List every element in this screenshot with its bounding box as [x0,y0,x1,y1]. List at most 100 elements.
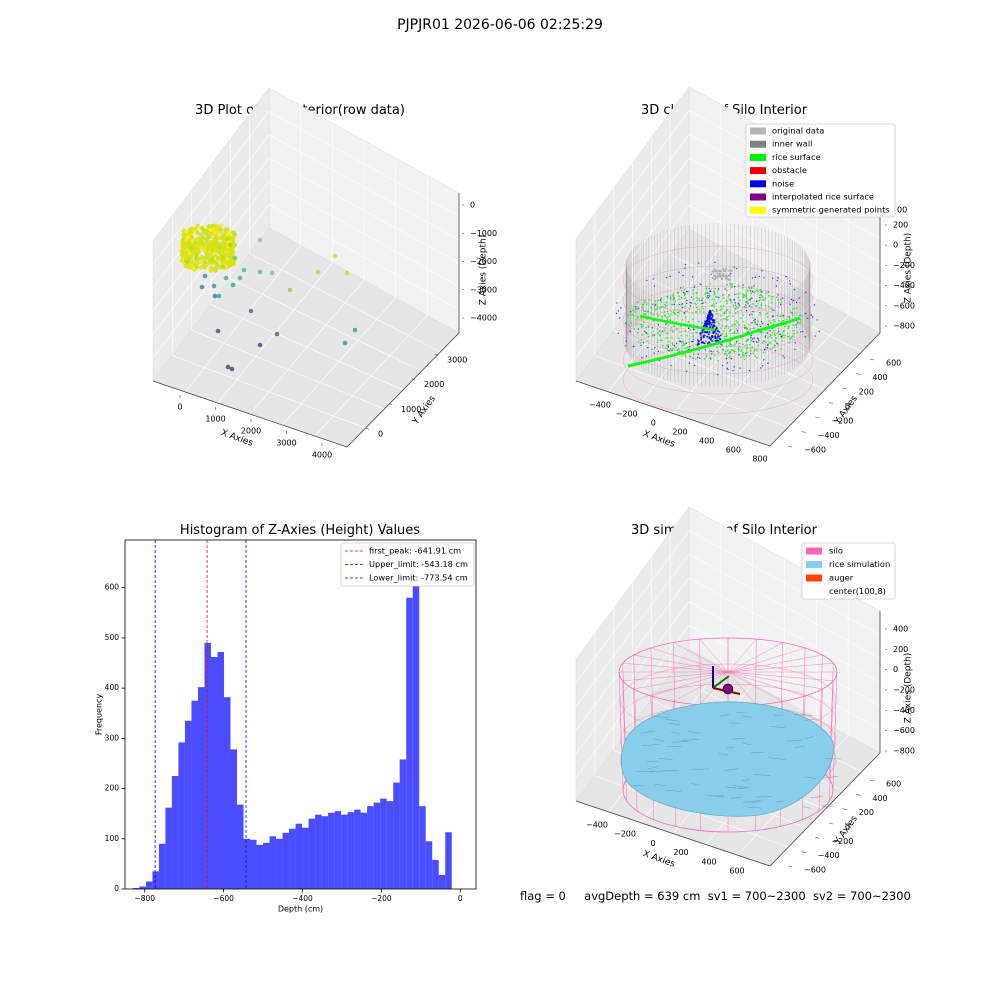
classify-rice-point [689,355,692,358]
classify-noise-point [726,367,728,370]
classify-noise-point [734,293,736,296]
classify-rice-point [735,328,737,331]
scatter-point [184,237,189,242]
classify-rice-point [744,344,746,347]
classify-noise-cone-point [711,339,714,342]
classify-rice-point [713,303,715,305]
classify-silo-ring [622,245,814,315]
classify-rice-point [654,300,657,302]
classify-legend-label: rice surface [772,152,821,162]
histogram-bar [373,802,381,889]
classify-rice-point [705,353,708,356]
classify-noise-cone-point [714,328,717,331]
simulation-silo-roof-spoke [727,647,806,673]
simulation-rice-texture [823,776,839,779]
classify-original-point [713,274,717,277]
histogram-bar [178,742,185,889]
classify-rice-band [639,314,716,332]
histogram-bar [132,887,140,889]
classify-legend-label: inner wall [772,139,812,149]
scatter-z-label: Z Axies (Depth) [479,235,489,306]
scatter-point [184,229,189,234]
classify-noise-point [794,342,797,344]
classify-noise-point [773,309,775,311]
classify-rice-point [740,309,743,312]
classify-rice-point [726,335,728,337]
histogram-bar [354,809,361,889]
classify-noise-point [730,299,732,301]
simulation-rice-texture [770,726,786,728]
classify-rice-point [735,293,738,295]
classify-noise-point [645,355,648,357]
scatter-point [208,231,213,236]
classify-noise-point [754,318,756,321]
classify-rice-point [684,305,686,308]
classify-noise-point [629,330,632,333]
classify-noise-cone-point [701,329,704,332]
classify-rice-point [717,359,719,362]
classify-rice-point [681,350,684,352]
classify-rice-point [715,310,718,312]
classify-noise-point [686,290,688,293]
classify-rice-point [727,296,730,298]
classify-noise-point [729,343,731,345]
classify-rice-point [754,321,757,324]
classify-noise-point [744,304,747,306]
classify-rice-point [655,308,658,311]
classify-rice-point [736,331,738,333]
classify-noise-point [685,370,688,372]
histogram-bar [308,818,316,889]
classify-noise-point [753,319,755,322]
classify-rice-point [747,299,749,301]
classify-rice-point [692,298,695,301]
simulation-x-tick-label: 600 [729,867,744,876]
scatter-point [202,260,208,265]
histogram-bar [289,828,296,889]
classify-rice-point [671,337,673,339]
classify-rice-point [669,319,671,321]
classify-noise-cone-point [711,316,714,319]
scatter-point [315,269,321,275]
simulation-y-tick [815,837,820,839]
simulation-y-tick [869,779,875,782]
simulation-silo-roof-spoke [727,671,806,697]
simulation-rice-texture [794,714,813,716]
classify-noise-point [789,280,791,282]
classify-rice-point [709,356,712,359]
classify-rice-point [705,292,707,294]
classify-rice-point [759,298,761,301]
classify-rice-point [733,344,736,347]
classify-rice-point [782,334,784,336]
classify-rice-point [796,331,799,334]
classify-y-tick [869,358,875,361]
classify-noise-point [691,276,694,278]
classify-rice-point [664,306,666,309]
classify-rice-point [758,307,761,309]
classify-rice-point [677,314,679,317]
classify-rice-point [726,300,729,302]
classify-rice-point [792,329,795,332]
classify-rice-point [723,317,725,320]
classify-noise-cone-point [702,341,705,344]
simulation-z-tick-label: −400 [893,706,915,715]
simulation-z-tick-label: 0 [893,665,898,674]
histogram-bar [217,651,224,889]
simulation-rice-texture [653,738,665,742]
classify-noise-cone-point [708,315,711,318]
scatter-point [191,266,196,272]
classify-silo-outline [622,245,814,415]
classify-noise-cone-point [709,312,712,315]
classify-noise-point [666,295,668,298]
classify-noise-point [766,332,769,334]
classify-noise-point [685,342,687,344]
classify-noise-point [673,303,675,306]
classify-noise-cone-point [719,334,722,337]
classify-rice-point [661,315,663,318]
classify-rice-point [728,311,731,314]
simulation-silo-roof-spoke [727,654,823,673]
scatter-point [232,232,237,237]
scatter-point [342,340,348,346]
histogram-bar [276,838,283,889]
classify-rice-point [759,289,762,291]
histogram-bar [419,806,426,889]
